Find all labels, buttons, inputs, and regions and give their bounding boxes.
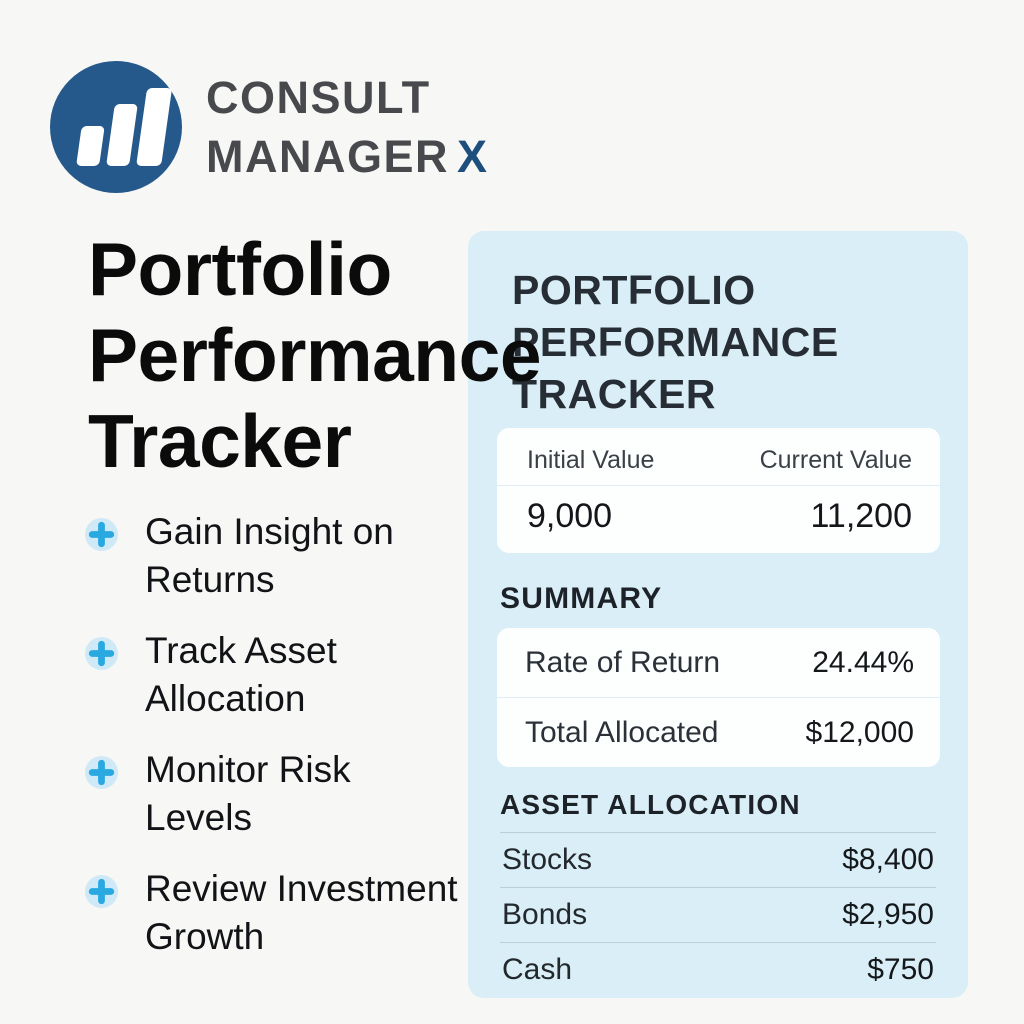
values-card-header: Initial Value Current Value [497, 428, 940, 485]
brand-header: CONSULT MANAGER X [49, 60, 489, 194]
plus-icon [84, 755, 119, 790]
brand-line-1: CONSULT [206, 72, 431, 123]
feature-item-review-growth: Review Investment Growth [84, 865, 458, 961]
divider [497, 697, 940, 698]
plus-icon [84, 636, 119, 671]
summary-row-rate-of-return: Rate of Return 24.44% [525, 645, 914, 679]
feature-text: Review Investment Growth [145, 868, 458, 957]
panel-title-line: PORTFOLIO [512, 267, 756, 313]
initial-value-label: Initial Value [527, 446, 655, 474]
panel-title-line: TRACKER [512, 371, 716, 417]
page-title-line: Tracker [88, 399, 352, 483]
feature-item-monitor-risk: Monitor Risk Levels [84, 746, 458, 842]
feature-text: Monitor Risk Levels [145, 749, 351, 838]
divider [497, 485, 940, 486]
allocation-heading: ASSET ALLOCATION [500, 789, 801, 820]
values-card-values: 9,000 11,200 [497, 486, 940, 553]
panel-title-line: PERFORMANCE [512, 319, 839, 365]
brand-name: CONSULT MANAGER X [206, 68, 489, 186]
plus-icon [84, 874, 119, 909]
allocation-row-cash: Cash $750 [500, 942, 936, 997]
allocation-table: Stocks $8,400 Bonds $2,950 Cash $750 [500, 832, 936, 997]
tracker-panel: PORTFOLIO PERFORMANCE TRACKER Initial Va… [468, 231, 968, 998]
allocation-row-bonds: Bonds $2,950 [500, 887, 936, 942]
current-value-label: Current Value [759, 446, 912, 474]
summary-card: Rate of Return 24.44% Total Allocated $1… [497, 628, 940, 767]
page-title-line: Performance [88, 313, 542, 397]
feature-item-gain-insight: Gain Insight on Returns [84, 508, 458, 604]
brand-x: X [457, 131, 489, 182]
feature-list: Gain Insight on Returns Track Asset Allo… [84, 508, 458, 984]
brand-line-2: MANAGER X [206, 127, 489, 186]
summary-heading: SUMMARY [500, 582, 663, 615]
feature-text: Gain Insight on Returns [145, 511, 394, 600]
feature-text: Track Asset Allocation [145, 630, 337, 719]
initial-value: 9,000 [527, 497, 613, 535]
page-title: Portfolio Performance Tracker [88, 226, 542, 484]
panel-title: PORTFOLIO PERFORMANCE TRACKER [512, 264, 968, 420]
brand-word-manager: MANAGER [206, 131, 449, 182]
plus-icon [84, 517, 119, 552]
bar-chart-logo-icon [49, 60, 183, 194]
feature-item-track-allocation: Track Asset Allocation [84, 627, 458, 723]
page-title-line: Portfolio [88, 227, 392, 311]
allocation-row-stocks: Stocks $8,400 [500, 832, 936, 887]
current-value: 11,200 [810, 497, 912, 535]
summary-row-total-allocated: Total Allocated $12,000 [525, 715, 914, 749]
values-card: Initial Value Current Value 9,000 11,200 [497, 428, 940, 553]
